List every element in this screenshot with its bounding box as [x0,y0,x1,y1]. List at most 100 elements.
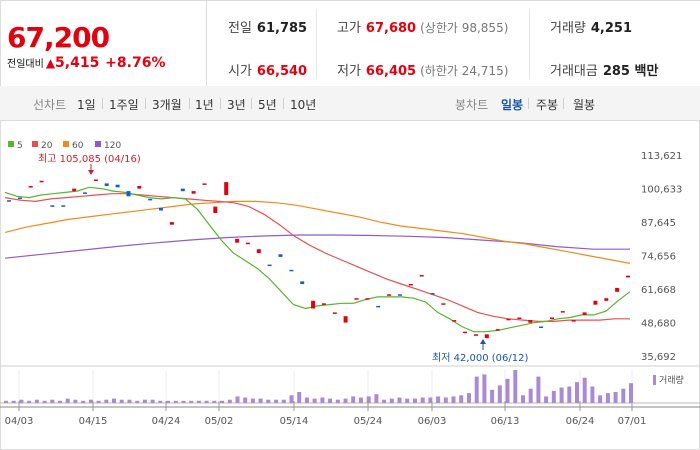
volume-bar [605,393,610,403]
volume-bar [629,383,633,403]
volume-bars [4,370,633,403]
volume-bar [150,399,155,403]
volume-bar [119,399,124,403]
x-tick-label: 04/24 [152,416,181,427]
volume-bar [258,398,263,403]
volume-bar [490,389,495,403]
volume-bar [65,398,70,403]
volume-bar [389,398,394,403]
volume-legend-label: 거래량 [659,374,684,386]
volume-legend-swatch [653,375,656,385]
volume-bar [50,399,55,403]
volume-bar [235,396,240,403]
legend-label: 60 [72,141,84,151]
candle [571,320,576,322]
period-3y[interactable]: 3년 [227,98,246,112]
trade-value-label: 거래대금 [550,64,598,79]
volume-label: 거래량 [550,21,586,36]
volume-bar [274,399,279,403]
divider [220,98,221,109]
divider [563,98,564,109]
volume-bar [335,399,340,403]
candle [408,284,413,286]
candle [484,334,489,339]
candle-monthly[interactable]: 월봉 [573,98,596,112]
volume-bar [42,400,47,403]
volume-bar [575,382,579,403]
period-1d[interactable]: 1일 [77,98,96,112]
open-value: 66,540 [256,64,308,79]
period-1y[interactable]: 1년 [195,98,214,112]
candle [528,320,533,323]
volume-bar [374,394,379,403]
volume-bar [4,400,8,403]
ma20-line [4,193,630,322]
volume-bar [536,376,541,403]
volume-bar [11,400,16,403]
volume-bar [443,397,448,403]
volume-bar [474,376,479,403]
candle [39,180,44,183]
change-percent: +8.76% [105,55,166,71]
volume-bar [382,399,387,403]
candle [126,191,131,197]
legend-swatch [32,141,38,147]
trade-value-value: 285 백만 [602,64,659,79]
candle [321,303,326,305]
divider [145,98,146,109]
volume-bar [142,399,147,403]
volume-bar [567,386,572,403]
volume-bar [320,397,325,403]
candle [376,305,381,308]
open-price: 시가 66,540 [228,60,307,79]
candle [202,183,207,185]
candle [245,242,250,245]
stats-panel: 전일 61,785 시가 66,540 고가 67,680 (상한가 98,855) 저… [206,0,700,88]
candlesticks [7,179,630,339]
low-label: 저가 [337,64,361,79]
candle-daily[interactable]: 일봉 [501,98,524,112]
candle [474,334,478,336]
volume-bar [166,400,170,403]
low-price: 저가 66,405 (하한가 24,715) [337,60,508,79]
period-3m[interactable]: 3개월 [152,98,182,112]
candle [463,331,468,334]
y-tick-label: 61,668 [641,285,676,296]
candle [615,287,620,292]
volume-bar [189,400,194,403]
price-chart: 5 20 60 120 거래량 113,621 100,633 87,645 74,656 61… [0,120,700,450]
moving-average-lines [4,186,631,333]
period-1w[interactable]: 1주일 [109,98,139,112]
candle [593,300,598,305]
volume-bar [88,399,93,403]
candle [17,197,22,200]
candle [50,205,55,207]
volume-bar [304,397,309,403]
volume-bar [297,392,302,403]
volume-bar [266,399,271,403]
volume-bar [397,397,402,403]
volume-bar [289,395,294,403]
legend-swatch [95,141,101,147]
candle [180,188,185,192]
divider [283,98,284,109]
volume-bar [196,400,201,403]
candle [517,317,522,319]
volume-bar [413,398,417,403]
candle [604,298,609,301]
candle [7,200,11,202]
volume-bar [158,400,163,403]
high-annotation: 최고 105,085 (04/16) [38,153,141,165]
volume-bar [582,377,587,403]
candle-weekly[interactable]: 주봉 [536,98,559,112]
volume-bar [451,396,456,403]
candle [191,191,196,194]
candle [430,293,435,295]
period-10y[interactable]: 10년 [290,98,317,112]
volume-bar [250,398,255,403]
period-5y[interactable]: 5년 [258,98,277,112]
candle [115,184,120,188]
candle [235,238,240,243]
candle [626,275,630,278]
x-tick-label: 04/15 [79,416,108,427]
